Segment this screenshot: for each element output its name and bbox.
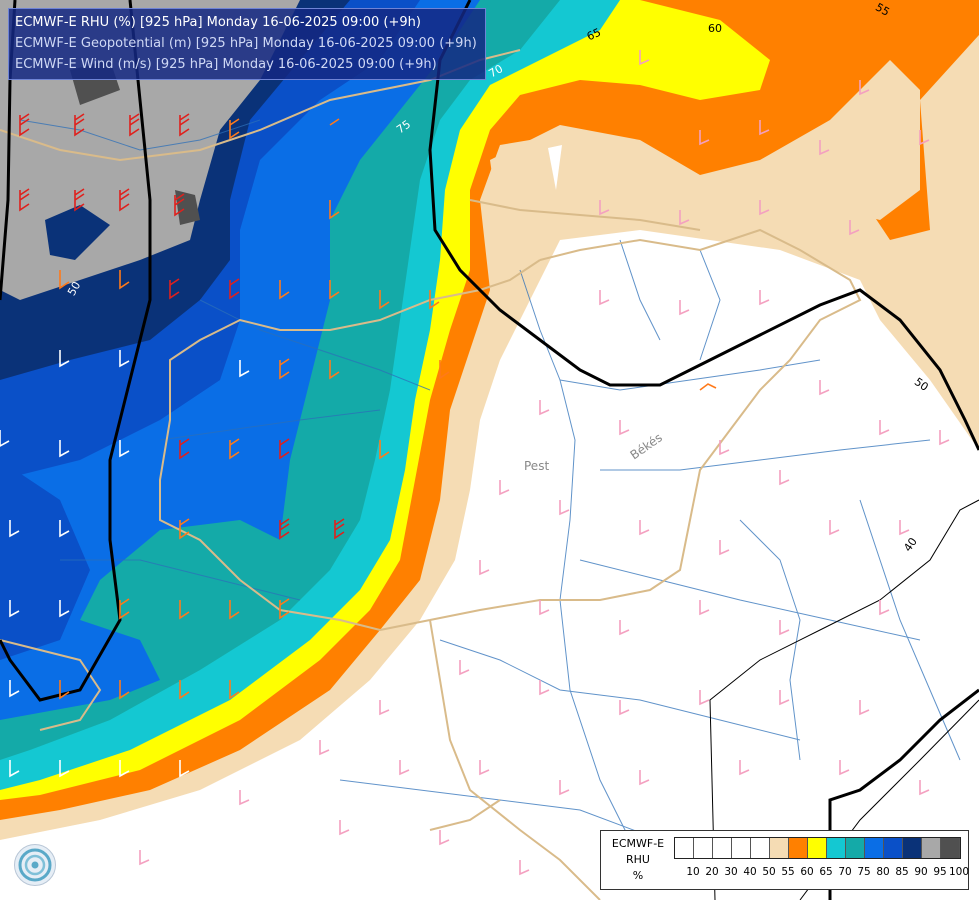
legend-model-label: ECMWF-E (611, 837, 665, 850)
wind-barbs (0, 50, 950, 876)
legend-tick-label: 10 (686, 866, 700, 878)
legend-swatch (941, 838, 960, 858)
rhu-contour-label-70: 70 (487, 62, 506, 80)
rhu-title: ECMWF-E RHU (%) [925 hPa] Monday 16-06-2… (15, 15, 421, 30)
legend-swatch (694, 838, 713, 858)
rhu-contour-label-65: 65 (585, 26, 603, 44)
rhu-contour-label-60: 60 (708, 22, 722, 35)
legend-tick-label: 40 (743, 866, 757, 878)
map-title-panel: ECMWF-E RHU (%) [925 hPa] Monday 16-06-2… (8, 8, 486, 80)
legend-tick-label: 75 (857, 866, 871, 878)
rhu-contour-label-55: 55 (873, 1, 892, 19)
legend-swatch (903, 838, 922, 858)
legend-swatch (808, 838, 827, 858)
legend-ticks: 10 20 30 40 50 55 60 65 70 75 80 85 90 95 100 (674, 866, 974, 880)
ecmwf-swirl-icon (14, 844, 56, 886)
legend-swatch (713, 838, 732, 858)
legend-tick-label: 50 (762, 866, 776, 878)
legend-swatch (751, 838, 770, 858)
geopotential-label-50-west: 50 (65, 279, 83, 298)
legend-tick-label: 60 (800, 866, 814, 878)
legend-tick-label: 65 (819, 866, 833, 878)
legend-tick-label: 70 (838, 866, 852, 878)
legend-swatch (846, 838, 865, 858)
rhu-55-hole (490, 60, 920, 230)
legend-tick-label: 100 (948, 866, 970, 878)
legend-swatch (770, 838, 789, 858)
legend-tick-label: 95 (933, 866, 947, 878)
legend-tick-label: 55 (781, 866, 795, 878)
rhu-legend: ECMWF-E RHU % 10 20 30 40 50 55 60 65 70 75 80 85 90… (600, 830, 969, 890)
legend-swatch (789, 838, 808, 858)
legend-swatch (675, 838, 694, 858)
legend-tick-label: 20 (705, 866, 719, 878)
geopotential-40-contour (709, 499, 979, 900)
legend-swatch (827, 838, 846, 858)
legend-swatch (922, 838, 941, 858)
legend-tick-label: 90 (914, 866, 928, 878)
legend-unit-label: % (632, 869, 644, 882)
legend-color-bar (674, 837, 961, 859)
legend-swatch (884, 838, 903, 858)
legend-variable-label: RHU (626, 853, 650, 866)
city-label-pest: Pest (524, 459, 549, 473)
river-network (19, 119, 961, 861)
rhu-low-pocket (548, 145, 562, 190)
wind-title: ECMWF-E Wind (m/s) [925 hPa] Monday 16-0… (15, 57, 437, 72)
geopotential-title: ECMWF-E Geopotential (m) [925 hPa] Monda… (15, 36, 477, 51)
legend-tick-label: 80 (876, 866, 890, 878)
legend-tick-label: 85 (895, 866, 909, 878)
legend-swatch (865, 838, 884, 858)
legend-tick-label: 30 (724, 866, 738, 878)
rhu-90-hole (45, 205, 110, 260)
legend-swatch (732, 838, 751, 858)
